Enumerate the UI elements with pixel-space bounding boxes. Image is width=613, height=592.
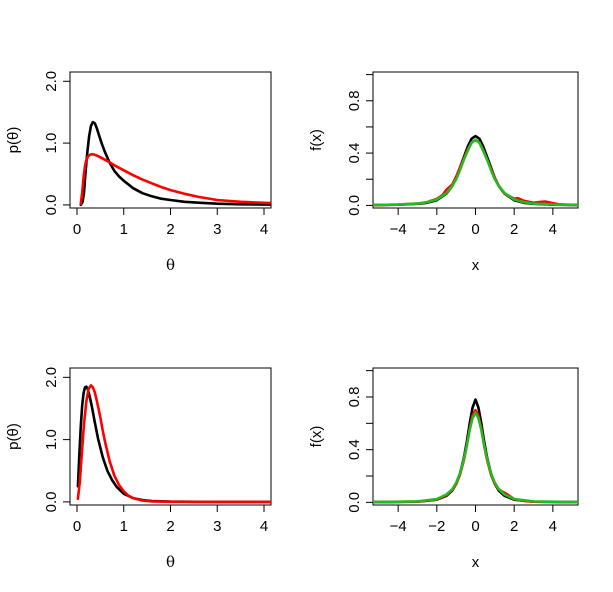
x-tick-label: −2: [428, 518, 445, 535]
x-tick-label: 0: [471, 221, 479, 238]
plot-frame: [372, 367, 579, 506]
y-tick-label: 0.8: [346, 387, 363, 408]
y-axis-label: f(x): [308, 426, 325, 448]
series-line-3: [373, 138, 578, 207]
x-tick-label: −4: [390, 221, 407, 238]
y-tick-label: 0.0: [43, 194, 60, 215]
series-line-2: [373, 138, 578, 207]
y-tick-label: 1.0: [43, 133, 60, 154]
series-line-2: [373, 408, 578, 504]
y-axis-label: p(θ): [5, 127, 22, 154]
x-tick-label: 2: [510, 518, 518, 535]
y-tick-label: 1.0: [43, 429, 60, 450]
series-line-1: [373, 134, 578, 207]
y-tick-label: 2.0: [43, 71, 60, 92]
y-tick-label: 0.0: [346, 195, 363, 216]
x-tick-label: 3: [213, 518, 221, 535]
x-tick-label: 2: [166, 221, 174, 238]
x-axis-label: x: [472, 257, 480, 274]
x-tick-label: 0: [471, 518, 479, 535]
y-tick-label: 0.0: [43, 491, 60, 512]
y-tick-label: 0.8: [346, 90, 363, 111]
x-axis-label: θ: [166, 256, 175, 274]
y-tick-label: 0.0: [346, 492, 363, 513]
y-tick-label: 0.4: [346, 439, 363, 460]
y-axis-label: f(x): [308, 129, 325, 151]
x-tick-label: 2: [510, 221, 518, 238]
plot-frame: [69, 367, 272, 506]
x-tick-label: 4: [549, 221, 557, 238]
series-line-2: [76, 384, 271, 504]
x-tick-label: 1: [120, 518, 128, 535]
y-tick-label: 2.0: [43, 367, 60, 388]
x-tick-label: 4: [260, 221, 268, 238]
x-tick-label: 1: [120, 221, 128, 238]
series-line-3: [373, 411, 578, 504]
chart-panel-bottom-left: 0 1 2 3 4 0.0 1.0 2.0 θ p(θ): [5, 367, 272, 571]
x-tick-label: −4: [390, 518, 407, 535]
x-axis-label: θ: [166, 553, 175, 571]
x-tick-label: −2: [428, 221, 445, 238]
x-axis-label: x: [472, 554, 480, 571]
x-tick-label: 4: [549, 518, 557, 535]
x-tick-label: 4: [260, 518, 268, 535]
chart-panel-top-right: −4 −2 0 2 4 0.0 0.4 0.8 x f(x): [308, 71, 579, 274]
x-tick-label: 0: [73, 518, 81, 535]
chart-panel-bottom-right: −4 −2 0 2 4 0.0 0.4 0.8 x f(x): [308, 367, 579, 571]
x-tick-label: 3: [213, 221, 221, 238]
y-tick-label: 0.4: [346, 143, 363, 164]
x-tick-label: 0: [73, 221, 81, 238]
x-tick-label: 2: [166, 518, 174, 535]
series-line-2: [79, 152, 271, 205]
chart-panel-top-left: 0 1 2 3 4 0.0 1.0 2.0 θ p(θ): [5, 71, 272, 274]
y-axis-label: p(θ): [5, 423, 22, 450]
